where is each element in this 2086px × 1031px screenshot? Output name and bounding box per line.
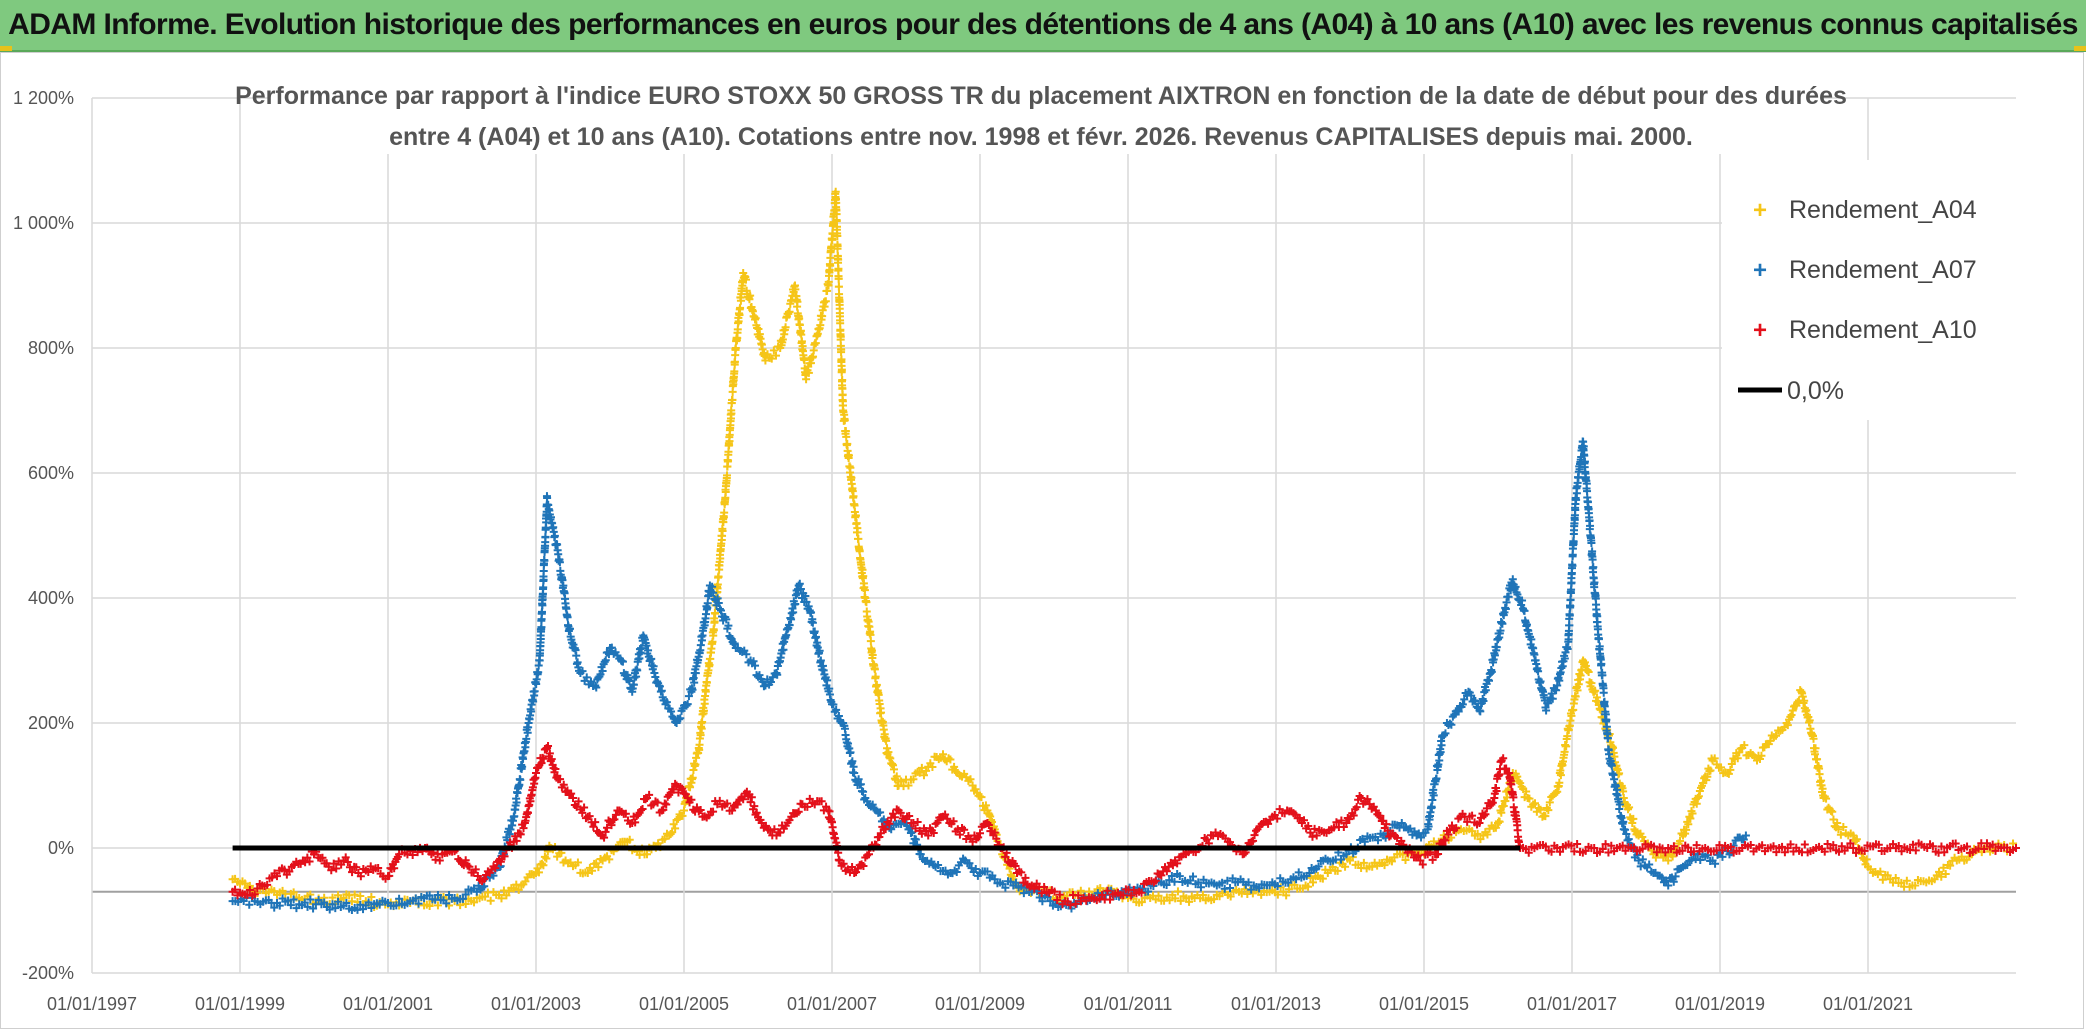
data-point-cluster <box>732 277 747 346</box>
data-point-cluster <box>1889 874 1914 891</box>
y-tick-label: 1 000% <box>13 213 74 233</box>
data-point-cluster <box>1460 825 1485 843</box>
data-point-cluster <box>851 502 869 601</box>
data-point-cluster <box>1171 887 1196 905</box>
data-point-cluster <box>564 858 589 877</box>
legend-marker-a04: + <box>1753 197 1767 224</box>
performance-chart: -200% 0% 200% 400% 600% 800% 1 000% 1 200% 01/0… <box>0 0 2086 1031</box>
data-point-cluster <box>1197 876 1218 891</box>
data-point-cluster <box>555 555 573 635</box>
data-point-cluster <box>934 861 952 879</box>
data-point-cluster <box>1798 689 1816 738</box>
legend-label-a10: Rendement_A10 <box>1789 316 1977 344</box>
x-tick-label: 01/01/2011 <box>1084 994 1173 1014</box>
x-tick-label: 01/01/2017 <box>1527 994 1617 1014</box>
data-point-cluster <box>1866 865 1891 883</box>
legend-label-a07: Rendement_A07 <box>1789 256 1977 284</box>
data-point-cluster <box>1212 829 1230 843</box>
data-point-cluster <box>1926 840 1965 857</box>
y-tick-label: 400% <box>28 588 74 608</box>
data-point-cluster <box>688 633 706 694</box>
data-point-cluster <box>357 862 375 880</box>
x-tick-label: 01/01/2009 <box>935 994 1025 1014</box>
x-tick-label: 01/01/2007 <box>787 994 877 1014</box>
data-point-cluster <box>721 345 740 506</box>
chart-title-line2: entre 4 (A04) et 10 ans (A10). Cotations… <box>389 123 1693 151</box>
data-point-cluster <box>1754 737 1774 763</box>
legend-label-a04: Rendement_A04 <box>1789 196 1977 224</box>
y-tick-label: 600% <box>28 463 74 483</box>
data-point-cluster <box>1424 733 1446 831</box>
data-point-cluster <box>600 811 620 842</box>
data-point-cluster <box>873 681 891 757</box>
x-tick-label: 01/01/2019 <box>1675 994 1765 1014</box>
data-point-cluster <box>791 285 809 379</box>
data-point <box>850 769 858 777</box>
data-point-cluster <box>261 869 279 890</box>
legend-marker-a07: + <box>1753 257 1767 284</box>
x-tick-label: 01/01/2003 <box>491 994 581 1014</box>
data-point-cluster <box>825 807 843 863</box>
data-point-cluster <box>784 585 802 632</box>
y-tick-label: 800% <box>28 338 74 358</box>
data-point-cluster <box>1289 868 1310 883</box>
data-point-cluster <box>695 628 717 754</box>
data-point-cluster <box>1933 854 1959 881</box>
data-point-cluster <box>1525 795 1544 816</box>
data-point-cluster <box>476 888 501 905</box>
y-tick-label: -200% <box>22 963 74 983</box>
data-point-cluster <box>525 656 543 723</box>
chart-title-line1: Performance par rapport à l'indice EURO … <box>235 82 1847 110</box>
data-point-cluster <box>1778 840 1817 856</box>
data-point-cluster <box>751 314 769 360</box>
x-tick-label: 01/01/2005 <box>639 994 729 1014</box>
x-tick-label: 01/01/1999 <box>195 994 285 1014</box>
y-axis-ticks: -200% 0% 200% 400% 600% 800% 1 000% 1 200% <box>13 88 74 983</box>
y-tick-label: 0% <box>48 838 74 858</box>
x-tick-label: 01/01/2021 <box>1823 994 1913 1014</box>
y-tick-label: 200% <box>28 713 74 733</box>
data-point-cluster <box>1837 823 1855 839</box>
data-point-cluster <box>1178 873 1199 889</box>
x-tick-label: 01/01/1997 <box>47 994 137 1014</box>
data-point-cluster <box>1193 891 1218 904</box>
y-tick-label: 1 200% <box>13 88 74 108</box>
data-point-cluster <box>1477 799 1497 822</box>
data-point-cluster <box>897 776 915 791</box>
data-point-cluster <box>832 195 847 410</box>
x-tick-label: 01/01/2015 <box>1379 994 1469 1014</box>
x-tick-label: 01/01/2001 <box>343 994 433 1014</box>
data-point-cluster <box>1519 841 1558 857</box>
x-axis-ticks: 01/01/1997 01/01/1999 01/01/2001 01/01/2003… <box>47 994 1913 1014</box>
data-point-cluster <box>1554 643 1572 684</box>
legend-marker-a10: + <box>1753 317 1767 344</box>
data-point-cluster <box>1149 892 1174 905</box>
data-point-cluster <box>365 897 390 912</box>
data-point-cluster <box>862 597 880 690</box>
series-a10 <box>229 742 2020 909</box>
data-point-cluster <box>1809 732 1827 800</box>
data-point-cluster <box>840 722 858 777</box>
legend-label-zero: 0,0% <box>1787 377 1844 405</box>
data-point-cluster <box>718 612 739 647</box>
data-point-cluster <box>1587 533 1602 631</box>
chart-legend: + Rendement_A04 + Rendement_A07 + Rendem… <box>1722 160 2022 420</box>
data-point-cluster <box>744 790 764 824</box>
data-point-cluster <box>993 877 1014 892</box>
data-point-cluster <box>1911 876 1936 890</box>
x-tick-label: 01/01/2013 <box>1231 994 1321 1014</box>
data-point-cluster <box>839 408 857 508</box>
data-point-cluster <box>1521 607 1539 659</box>
